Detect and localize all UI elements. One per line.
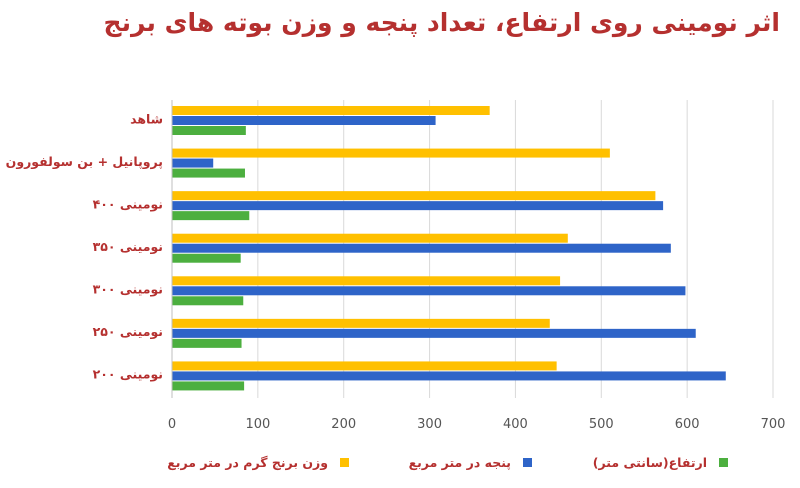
category-labels: شاهد پروپانیل + بن سولفورون نومینی ۴۰۰ نومی… — [6, 111, 163, 381]
bar — [172, 126, 246, 135]
x-tick-label: 300 — [417, 417, 442, 432]
x-tick-label: 700 — [761, 417, 786, 432]
bar — [172, 191, 656, 201]
x-tick-label: 100 — [245, 417, 270, 432]
bar — [172, 361, 557, 371]
bar — [172, 371, 726, 381]
category-label: نومینی ۳۰۰ — [93, 282, 163, 297]
bar — [172, 116, 436, 125]
x-tick-label: 400 — [503, 417, 528, 432]
x-tick-label: 0 — [168, 417, 176, 432]
bar — [172, 296, 244, 306]
bar — [172, 286, 686, 296]
x-tick-labels: 0 100 200 300 400 500 600 700 — [168, 417, 786, 432]
category-label: نومینی ۲۵۰ — [93, 324, 163, 339]
x-tick-label: 500 — [589, 417, 614, 432]
bar — [172, 211, 250, 221]
legend: وزن برنج گرم در متر مربع پنجه در متر مربع… — [167, 455, 728, 471]
bar — [172, 381, 245, 391]
category-label: نومینی ۳۵۰ — [93, 239, 163, 254]
legend-swatch — [340, 458, 349, 467]
x-tick-label: 200 — [331, 417, 356, 432]
bar — [172, 328, 696, 338]
bar — [172, 318, 550, 328]
bar — [172, 106, 490, 115]
category-label: نومینی ۴۰۰ — [93, 196, 163, 211]
bar — [172, 148, 610, 158]
legend-swatch — [719, 458, 728, 467]
bar — [172, 168, 245, 178]
chart-title: اثر نومینی روی ارتفاع، تعداد پنجه و وزن … — [103, 8, 780, 37]
legend-label: پنجه در متر مربع — [409, 455, 511, 470]
bar — [172, 253, 241, 263]
bar — [172, 201, 664, 211]
category-label: نومینی ۲۰۰ — [93, 367, 163, 382]
bar — [172, 243, 671, 253]
bar — [172, 158, 214, 168]
x-tick-label: 600 — [675, 417, 700, 432]
legend-swatch — [523, 458, 532, 467]
legend-label: وزن برنج گرم در متر مربع — [167, 455, 328, 471]
category-label: پروپانیل + بن سولفورون — [6, 154, 163, 169]
bars — [172, 106, 726, 391]
bar — [172, 233, 568, 243]
legend-label: ارتفاع(سانتی متر) — [593, 455, 707, 470]
bar — [172, 338, 242, 348]
category-label: شاهد — [130, 111, 163, 126]
bar — [172, 276, 561, 286]
